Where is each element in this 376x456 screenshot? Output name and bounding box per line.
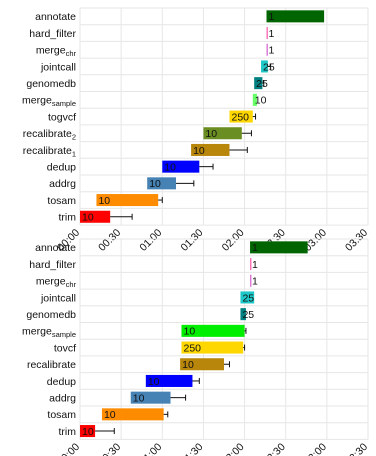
task-count-label: 10 bbox=[148, 376, 160, 388]
task-count-label: 25 bbox=[242, 292, 254, 304]
task-count-label: 10 bbox=[205, 128, 217, 140]
task-bar bbox=[254, 77, 263, 90]
x-tick-label: 00:30 bbox=[96, 227, 123, 254]
x-tick-label: 03:30 bbox=[343, 227, 370, 254]
category-label: annotate bbox=[35, 11, 76, 23]
category-subscript: sample bbox=[52, 99, 76, 108]
task-count-label: 10 bbox=[164, 161, 176, 173]
category-label: mergechr bbox=[36, 45, 77, 59]
task-bar bbox=[191, 143, 230, 156]
category-label: addrg bbox=[49, 392, 76, 404]
task-count-label: 250 bbox=[183, 342, 201, 354]
category-subscript: sample bbox=[52, 330, 76, 339]
task-bar bbox=[261, 60, 268, 73]
category-subscript: 2 bbox=[72, 133, 76, 142]
task-count-label: 250 bbox=[231, 111, 249, 123]
category-label: tosam bbox=[47, 195, 76, 207]
category-subscript: chr bbox=[66, 49, 77, 58]
category-label: mergechr bbox=[36, 276, 77, 290]
task-bar bbox=[162, 160, 200, 173]
task-bar bbox=[96, 194, 159, 207]
category-label: annotate bbox=[35, 242, 76, 254]
task-bar bbox=[252, 93, 257, 106]
task-count-label: 1 bbox=[269, 11, 275, 23]
task-count-label: 10 bbox=[182, 359, 194, 371]
task-bar bbox=[130, 391, 171, 404]
task-bar bbox=[266, 43, 268, 56]
category-label: recalibrate2 bbox=[23, 128, 76, 142]
category-label: mergesample bbox=[22, 95, 76, 109]
category-label: dedup bbox=[47, 161, 76, 173]
task-count-label: 1 bbox=[252, 259, 258, 271]
category-label: jointcall bbox=[40, 292, 76, 304]
task-bar bbox=[240, 308, 246, 321]
task-count-label: 25 bbox=[256, 78, 268, 90]
x-tick-label: 02:30 bbox=[261, 441, 288, 456]
category-label: hard_filter bbox=[29, 28, 76, 40]
task-bar bbox=[101, 408, 164, 421]
task-count-label: 10 bbox=[82, 212, 94, 224]
x-tick-label: 01:00 bbox=[137, 227, 164, 254]
x-tick-label: 02:00 bbox=[220, 441, 247, 456]
task-count-label: 10 bbox=[183, 326, 195, 338]
category-label: addrg bbox=[49, 178, 76, 190]
x-tick-label: 02:00 bbox=[220, 227, 247, 254]
category-label: tovcf bbox=[54, 342, 76, 354]
task-count-label: 10 bbox=[133, 392, 145, 404]
category-subscript: chr bbox=[66, 280, 77, 289]
task-bar bbox=[266, 27, 268, 40]
category-subscript: 1 bbox=[72, 149, 76, 158]
task-bar bbox=[147, 177, 176, 190]
category-label: tosam bbox=[47, 409, 76, 421]
task-count-label: 1 bbox=[269, 28, 275, 40]
x-tick-label: 01:00 bbox=[137, 441, 164, 456]
task-count-label: 10 bbox=[255, 95, 267, 107]
task-bar bbox=[80, 425, 96, 438]
category-label: recalibrate bbox=[27, 359, 76, 371]
task-count-label: 25 bbox=[242, 309, 254, 321]
task-bar bbox=[266, 10, 325, 23]
x-tick-label: 03:00 bbox=[302, 441, 329, 456]
top-gantt-chart: annotate 1 hard_filter 1 mergechr 1 jointcall 2… bbox=[22, 7, 370, 254]
task-count-label: 10 bbox=[149, 178, 161, 190]
task-bar bbox=[229, 110, 253, 123]
category-label: mergesample bbox=[22, 326, 76, 340]
task-count-label: 1 bbox=[252, 276, 258, 288]
task-bar bbox=[145, 374, 193, 387]
category-label: genomedb bbox=[26, 309, 76, 321]
task-bar bbox=[250, 241, 308, 254]
task-bar bbox=[250, 258, 252, 271]
task-count-label: 1 bbox=[252, 242, 258, 254]
task-bar bbox=[80, 210, 111, 223]
x-tick-label: 00:00 bbox=[55, 441, 82, 456]
category-label: genomedb bbox=[26, 78, 76, 90]
x-tick-label: 01:30 bbox=[178, 441, 205, 456]
task-bar bbox=[250, 274, 252, 287]
task-count-label: 10 bbox=[104, 409, 116, 421]
bottom-gantt-chart: annotate 1 hard_filter 1 mergechr 1 jointcall 2… bbox=[22, 238, 370, 456]
category-label: trim bbox=[59, 212, 77, 224]
task-count-label: 1 bbox=[269, 45, 275, 57]
category-label: togvcf bbox=[48, 111, 76, 123]
task-bar bbox=[180, 358, 224, 371]
task-bar bbox=[240, 291, 255, 304]
category-label: hard_filter bbox=[29, 259, 76, 271]
category-label: recalibrate1 bbox=[23, 145, 76, 159]
task-bar bbox=[181, 324, 245, 337]
task-count-label: 10 bbox=[82, 426, 94, 438]
task-bar bbox=[181, 341, 244, 354]
x-tick-label: 00:30 bbox=[96, 441, 123, 456]
task-count-label: 10 bbox=[193, 145, 205, 157]
category-label: dedup bbox=[47, 376, 76, 388]
x-tick-label: 03:30 bbox=[343, 441, 370, 456]
x-tick-label: 01:30 bbox=[178, 227, 205, 254]
task-count-label: 10 bbox=[98, 195, 110, 207]
category-label: jointcall bbox=[40, 61, 76, 73]
category-label: trim bbox=[59, 426, 77, 438]
task-bar bbox=[203, 127, 242, 140]
task-count-label: 25 bbox=[263, 61, 275, 73]
